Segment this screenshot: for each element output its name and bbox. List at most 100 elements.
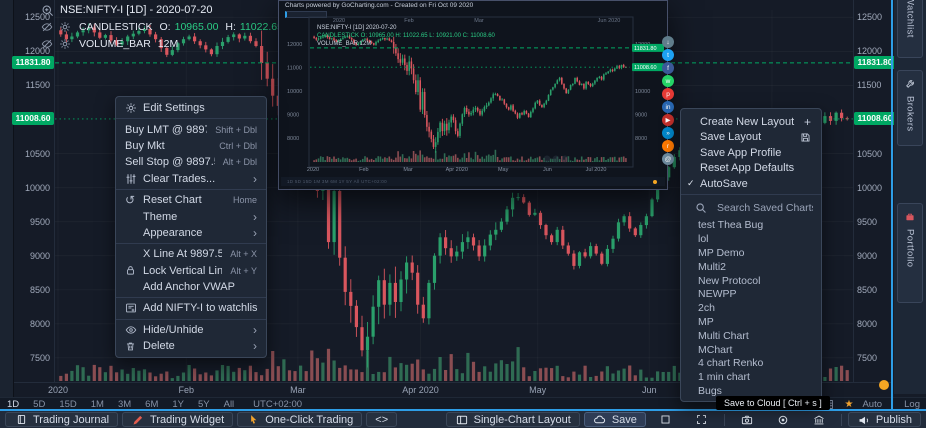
settings-gear-icon[interactable]	[58, 20, 72, 34]
layout-menu-item-create-new-layout[interactable]: Create New Layout +	[681, 114, 821, 130]
share-youtube-icon[interactable]: ▶	[662, 114, 674, 126]
search-saved-charts-input[interactable]	[715, 200, 815, 215]
range-1d[interactable]: 1D	[7, 399, 20, 410]
menu-item-buy-lmt-9897-59[interactable]: Buy LMT @ 9897.59 Shift + Dbl	[116, 121, 266, 137]
saved-chart-item-newpp[interactable]: NEWPP	[698, 288, 737, 301]
saved-chart-item-new-protocol[interactable]: New Protocol	[698, 274, 761, 287]
visibility-toggle-icon[interactable]	[40, 37, 54, 51]
range-5y[interactable]: 5Y	[197, 399, 210, 410]
saved-chart-item-mchart[interactable]: MChart	[698, 343, 733, 356]
marketplace-button[interactable]	[803, 412, 835, 427]
saved-chart-item-multi-chart[interactable]: Multi Chart	[698, 329, 749, 342]
saved-chart-item-bugs[interactable]: Bugs	[698, 384, 722, 397]
gear-icon	[125, 102, 143, 114]
saved-chart-item-test-thea-bug[interactable]: test Thea Bug	[698, 219, 764, 232]
zoom-in-icon[interactable]	[40, 3, 54, 17]
share-facebook-icon[interactable]: f	[662, 62, 674, 74]
layout-menu-item-save-layout[interactable]: Save Layout	[681, 130, 821, 146]
chart-selection-border-right	[891, 0, 893, 411]
menu-shortcut: Alt + Y	[230, 265, 257, 276]
save-button[interactable]: Save	[583, 412, 646, 427]
saved-chart-item-multi2[interactable]: Multi2	[698, 260, 727, 273]
share-telegram-icon[interactable]: »	[662, 127, 674, 139]
menu-item-appearance[interactable]: Appearance ›	[116, 225, 266, 241]
settings-gear-icon[interactable]	[58, 37, 72, 51]
share-twitter-icon[interactable]: t	[662, 49, 674, 61]
screenshot-frame-button[interactable]	[650, 412, 682, 427]
menu-item-hide-unhide[interactable]: Hide/Unhide ›	[116, 322, 266, 338]
share-reddit-icon[interactable]: r	[662, 140, 674, 152]
share-pinterest-icon[interactable]: p	[662, 88, 674, 100]
layout-menu-item-autosave[interactable]: ✓ AutoSave	[681, 176, 821, 192]
menu-item-x-line-at-9897-59[interactable]: X Line At 9897.59 Alt + X	[116, 246, 266, 262]
month-label: Feb	[178, 385, 195, 395]
share-linkedin-icon[interactable]: in	[662, 101, 674, 113]
trading-journal-button[interactable]: Trading Journal	[5, 412, 119, 427]
share-download-icon[interactable]: ↓	[662, 36, 674, 48]
share-email-icon[interactable]: @	[662, 153, 674, 165]
range-1y[interactable]: 1Y	[172, 399, 184, 410]
saved-chart-item-mp-demo[interactable]: MP Demo	[698, 246, 745, 259]
svg-text:11008.60: 11008.60	[634, 65, 657, 71]
log-scale-toggle[interactable]: Log	[904, 399, 920, 410]
range-5d[interactable]: 5D	[33, 399, 46, 410]
bottom-toolbar: Trading Journal Trading Widget One-Click T…	[0, 411, 926, 428]
menu-item-lock-vertical-line[interactable]: Lock Vertical Line Alt + Y	[116, 263, 266, 279]
saved-chart-item-4-chart-renko[interactable]: 4 chart Renko	[698, 357, 764, 370]
layout-menu-item-reset-app-defaults[interactable]: Reset App Defaults	[681, 161, 821, 177]
price-tick-right: 10500	[857, 148, 883, 159]
menu-item-buy-mkt[interactable]: Buy Mkt Ctrl + Dbl	[116, 138, 266, 154]
volume-label: VOLUME_BAR	[79, 38, 151, 50]
saved-chart-item-2ch[interactable]: 2ch	[698, 302, 715, 315]
menu-item-theme[interactable]: Theme ›	[116, 208, 266, 224]
visibility-toggle-icon[interactable]	[40, 20, 54, 34]
share-whatsapp-icon[interactable]: w	[662, 75, 674, 87]
timezone-label[interactable]: UTC+02:00	[253, 399, 303, 410]
range-1m[interactable]: 1M	[90, 399, 104, 410]
camera-button[interactable]	[731, 412, 763, 427]
one-click-trading-button[interactable]: One-Click Trading	[237, 412, 363, 427]
fullscreen-button[interactable]	[686, 412, 718, 427]
menu-item-sell-stop-9897-59[interactable]: Sell Stop @ 9897.59 Alt + Dbl	[116, 154, 266, 170]
price-tick-right: 11500	[857, 80, 882, 91]
month-label: 2020	[47, 385, 69, 395]
single-chart-layout-button[interactable]: Single-Chart Layout	[445, 412, 580, 427]
code-button[interactable]: <>	[366, 412, 398, 427]
refresh-button[interactable]	[767, 412, 799, 427]
price-tick-left: 8000	[29, 318, 50, 329]
saved-chart-item-1-min-chart[interactable]: 1 min chart	[698, 371, 750, 384]
notification-dot[interactable]	[879, 380, 889, 390]
svg-text:2020: 2020	[307, 167, 319, 173]
tab-brokers[interactable]: Brokers	[897, 70, 923, 146]
range-15d[interactable]: 15D	[59, 399, 77, 410]
menu-item-edit-settings[interactable]: Edit Settings	[116, 100, 266, 116]
svg-text:10000: 10000	[635, 89, 650, 95]
saved-chart-item-mp[interactable]: MP	[698, 315, 714, 328]
menu-item-add-nifty-i-to-watchlist[interactable]: Add NIFTY-I to watchlist	[116, 300, 266, 316]
tab-portfolio[interactable]: Portfolio	[897, 203, 923, 303]
menu-item-delete[interactable]: Delete ›	[116, 338, 266, 354]
menu-item-label: Add NIFTY-I to watchlist	[143, 302, 257, 315]
favorites-star-icon[interactable]: ★	[844, 399, 854, 410]
menu-item-clear-trades[interactable]: Clear Trades... ›	[116, 171, 266, 187]
menu-item-add-anchor-vwap[interactable]: Add Anchor VWAP	[116, 279, 266, 295]
trading-widget-button[interactable]: Trading Widget	[122, 412, 234, 427]
range-3m[interactable]: 3M	[117, 399, 132, 410]
publish-button[interactable]: Publish	[847, 412, 921, 427]
chevron-right-icon: ›	[253, 339, 257, 354]
saved-chart-item-lol[interactable]: lol	[698, 233, 709, 246]
layout-menu-item-save-app-profile[interactable]: Save App Profile	[681, 145, 821, 161]
range-6m[interactable]: 6M	[145, 399, 159, 410]
popup-title: Charts powered by GoCharting.com - Creat…	[285, 2, 474, 9]
price-tick-right: 9500	[857, 216, 878, 227]
sliders-icon	[125, 173, 143, 185]
symbol-title-text: NSE:NIFTY-I [1D] - 2020-07-20	[60, 4, 213, 16]
auto-scale-toggle[interactable]: Auto	[862, 399, 882, 410]
range-all[interactable]: All	[223, 399, 235, 410]
tab-watchlist[interactable]: Watchlist	[897, 0, 923, 58]
price-tick-right: 12500	[857, 12, 883, 23]
chart-snapshot-popup[interactable]: Charts powered by GoCharting.com - Creat…	[278, 0, 668, 190]
popup-ruler-label: Jun 2020	[597, 18, 621, 24]
footer-right-group: Single-Chart Layout Save Publish	[444, 412, 923, 427]
menu-item-reset-chart[interactable]: ↺ Reset Chart Home	[116, 192, 266, 208]
